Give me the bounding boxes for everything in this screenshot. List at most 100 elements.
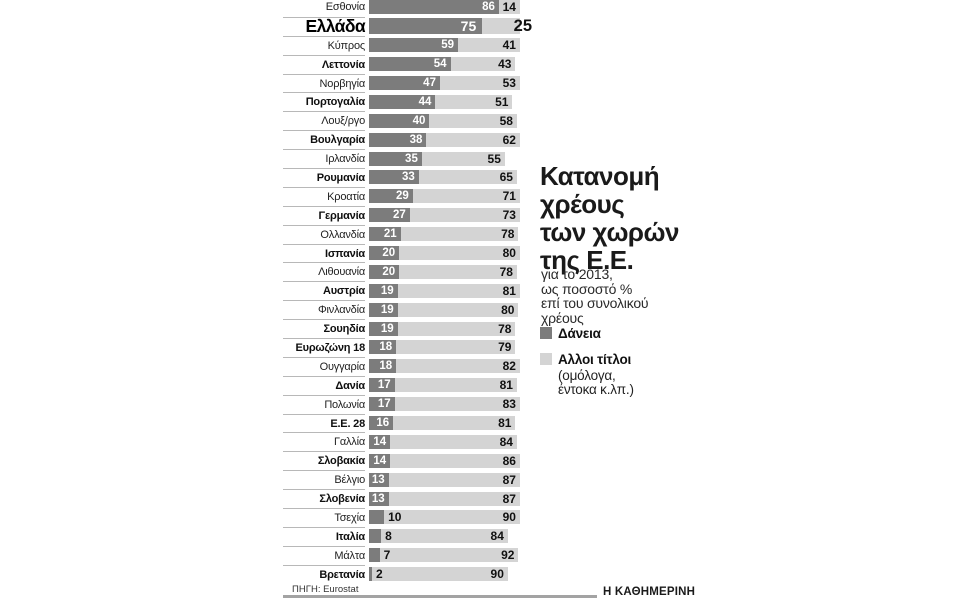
loans-value: 7 — [383, 548, 391, 563]
bar-group: 2 90 — [369, 565, 508, 584]
chart-row: Λουξ/ργο 40 58 — [283, 111, 520, 130]
bar-group: 7 92 — [369, 546, 519, 565]
loans-value: 44 — [418, 95, 432, 108]
chart-row: Κροατία 29 71 — [283, 186, 520, 206]
country-label: Ιρλανδία — [283, 149, 365, 168]
loans-bar: 33 — [369, 170, 419, 185]
chart-row: Μάλτα 7 92 — [283, 545, 520, 565]
other-bar: 41 — [458, 38, 520, 53]
other-bar: 43 — [450, 57, 516, 72]
loans-bar: 35 — [369, 151, 422, 166]
other-value: 14 — [502, 0, 516, 15]
other-value: 78 — [498, 321, 512, 336]
bar-group: 13 87 — [369, 470, 520, 489]
other-value: 84 — [490, 529, 504, 544]
legend: Δάνεια Αλλοι τίτλοι (ομόλογα, έντοκα κ.λ… — [540, 326, 720, 407]
other-value: 55 — [487, 151, 501, 166]
source-credit: ΠΗΓΗ: Eurostat — [292, 584, 359, 595]
bar-group: 16 81 — [369, 414, 516, 433]
loans-bar — [369, 529, 382, 544]
loans-value: 29 — [395, 190, 409, 203]
loans-value: 19 — [380, 303, 394, 316]
loans-value: 16 — [376, 417, 390, 430]
loans-bar — [369, 548, 380, 563]
loans-value: 10 — [388, 510, 402, 525]
country-label: Λουξ/ργο — [283, 111, 365, 130]
chart-row: Λιθουανία 20 78 — [283, 262, 520, 281]
other-value: 41 — [502, 38, 516, 53]
chart-row: Σλοβενία 13 87 — [283, 489, 520, 508]
bar-group: 27 73 — [369, 206, 520, 225]
other-value: 87 — [502, 472, 516, 487]
legend-other-label: Αλλοι τίτλοι — [558, 352, 632, 367]
country-label: Γαλλία — [283, 432, 365, 451]
country-label: Σλοβενία — [283, 489, 365, 508]
bar-group: 17 81 — [369, 376, 517, 395]
loans-value: 17 — [377, 379, 391, 392]
other-value: 51 — [495, 94, 509, 109]
loans-bar: 44 — [369, 94, 436, 109]
legend-item-loans: Δάνεια — [540, 326, 720, 341]
chart-row: Ρουμανία 33 65 — [283, 168, 520, 187]
chart-row: Κύπρος 59 41 — [283, 35, 520, 55]
loans-bar: 47 — [369, 76, 440, 90]
chart-row: Σλοβακία 14 86 — [283, 451, 520, 470]
chart-row: Πολωνία 17 83 — [283, 394, 520, 414]
country-label: Νορβηγία — [283, 73, 365, 93]
bar-group: 20 78 — [369, 262, 517, 281]
bar-group: 14 84 — [369, 432, 517, 451]
other-value: 90 — [490, 567, 504, 582]
other-bar: 10 90 — [384, 510, 520, 525]
other-value: 80 — [501, 302, 515, 317]
other-bar: 81 — [393, 416, 516, 431]
loans-value: 75 — [460, 18, 477, 35]
other-bar: 65 — [418, 170, 517, 185]
country-label: Σουηδία — [283, 319, 365, 338]
chart-row: Τσεχία 10 90 — [283, 508, 520, 527]
other-bar: 81 — [394, 378, 517, 393]
bar-group: 35 55 — [369, 149, 505, 168]
loans-bar: 29 — [369, 189, 413, 204]
loans-bar: 20 — [369, 264, 400, 279]
loans-bar: 19 — [369, 302, 398, 317]
loans-bar: 40 — [369, 113, 430, 128]
bar-group: 54 43 — [369, 55, 516, 74]
bar-group: 20 80 — [369, 244, 520, 263]
country-label: Σλοβακία — [283, 451, 365, 470]
other-value: 43 — [498, 57, 512, 72]
loans-bar — [369, 510, 385, 525]
loans-bar: 18 — [369, 340, 397, 355]
other-value: 83 — [502, 397, 516, 412]
bar-group: 29 71 — [369, 187, 520, 206]
country-label: Κύπρος — [283, 35, 365, 55]
chart-row: Φινλανδία 19 80 — [283, 300, 520, 319]
other-value: 62 — [502, 132, 516, 147]
loans-value: 86 — [482, 1, 495, 14]
bar-group: 19 78 — [369, 319, 516, 338]
country-label: Δανία — [283, 375, 365, 395]
country-label: Ιταλία — [283, 526, 365, 546]
other-swatch-icon — [540, 353, 552, 365]
country-label: Πορτογαλία — [283, 92, 365, 111]
bar-group: 17 83 — [369, 395, 520, 414]
country-label: Μάλτα — [283, 545, 365, 565]
other-bar: 25 — [482, 17, 532, 35]
country-label: Ουγγαρία — [283, 356, 365, 376]
other-value: 80 — [502, 246, 516, 261]
loans-bar: 54 — [369, 57, 451, 72]
other-value: 81 — [498, 416, 512, 431]
loans-bar: 19 — [369, 321, 398, 336]
loans-value: 2 — [376, 567, 383, 582]
other-bar: 87 — [388, 472, 520, 487]
loans-value: 20 — [382, 247, 396, 260]
loans-value: 20 — [382, 265, 396, 278]
chart-row: Σουηδία 19 78 — [283, 319, 520, 338]
loans-value: 18 — [379, 360, 393, 373]
bar-group: 38 62 — [369, 130, 520, 149]
country-label: Ελλάδα — [283, 16, 366, 36]
other-bar: 78 — [399, 264, 517, 279]
other-bar: 73 — [409, 208, 520, 223]
country-label: Βρετανία — [283, 564, 365, 584]
chart-row: Αυστρία 19 81 — [283, 281, 520, 300]
